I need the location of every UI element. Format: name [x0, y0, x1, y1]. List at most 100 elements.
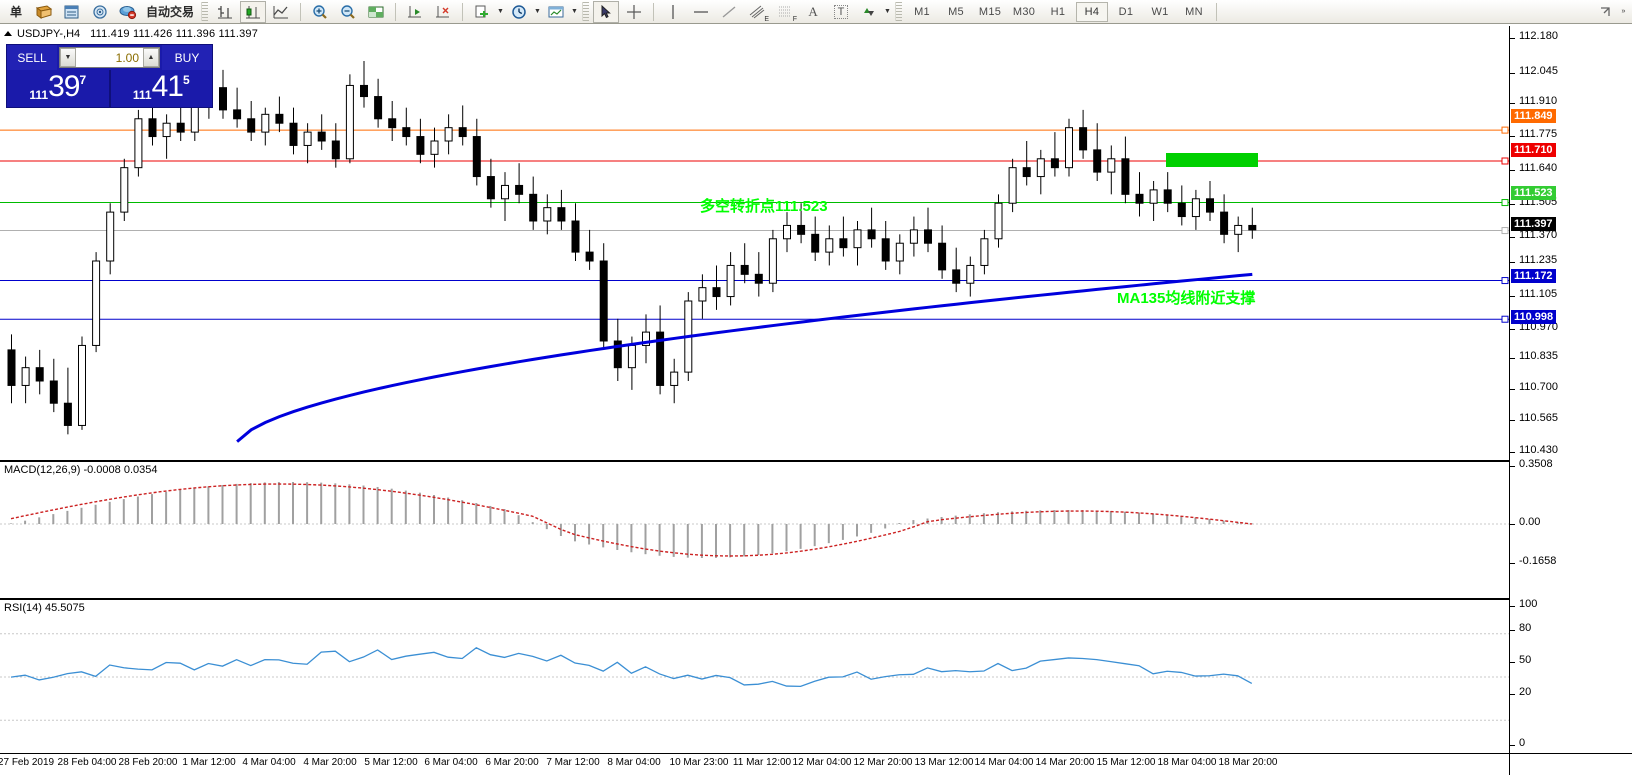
timeframe-d1[interactable]: D1: [1110, 2, 1142, 22]
toolbar-divider: [300, 2, 302, 21]
time-tick: 5 Mar 12:00: [364, 757, 418, 768]
sell-price[interactable]: 111 39 7: [7, 70, 111, 107]
rsi-canvas: [0, 633, 1509, 721]
timeframe-h1[interactable]: H1: [1042, 2, 1074, 22]
price-chart-pane[interactable]: [0, 41, 1509, 461]
volume-increase-icon[interactable]: ▲: [143, 48, 159, 67]
data-window-icon[interactable]: [59, 1, 85, 23]
sell-button[interactable]: SELL: [7, 45, 57, 70]
timeframe-m30-label: M30: [1012, 5, 1036, 18]
sell-price-pip: 7: [79, 73, 87, 87]
timeframe-h4[interactable]: H4: [1076, 1, 1109, 22]
auto-scroll-icon[interactable]: [430, 1, 456, 23]
time-tick: 13 Mar 12:00: [914, 757, 974, 768]
zoom-out-icon[interactable]: [335, 1, 361, 23]
fibonacci-icon[interactable]: F: [772, 1, 798, 23]
navigator-icon[interactable]: [87, 1, 113, 23]
arrows-icon[interactable]: [856, 1, 882, 23]
turning-point-annotation: 多空转折点111.523: [700, 198, 828, 215]
autotrade-label: 自动交易: [146, 5, 195, 19]
new-chart-icon[interactable]: [469, 1, 495, 23]
rsi-pane[interactable]: [0, 601, 1509, 753]
arrows-dropdown-icon[interactable]: ▼: [884, 8, 891, 15]
templates-icon[interactable]: [543, 1, 569, 23]
text-label-icon[interactable]: T: [828, 1, 854, 23]
price-level-label[interactable]: 111.523: [1511, 186, 1556, 200]
timeframe-m15-label: M15: [978, 5, 1002, 18]
label-tool-label: T: [833, 4, 849, 19]
trend-up-icon: [4, 31, 12, 36]
buy-price-main: 41: [151, 70, 184, 103]
toolbar-divider-2: [395, 2, 397, 21]
timeframe-w1[interactable]: W1: [1144, 2, 1176, 22]
chart-ohlc-values: 111.419 111.426 111.396 111.397: [90, 27, 259, 40]
terminal-icon[interactable]: [31, 1, 57, 23]
time-tick: 4 Mar 04:00: [242, 757, 296, 768]
timeframe-mn-label: MN: [1185, 5, 1203, 18]
timeframe-mn[interactable]: MN: [1178, 2, 1210, 22]
buy-price-prefix: 111: [132, 88, 152, 102]
time-tick: 6 Mar 04:00: [424, 757, 478, 768]
timeframe-m5-label: M5: [948, 5, 964, 18]
price-level-label[interactable]: 111.710: [1511, 143, 1556, 157]
trendline-icon[interactable]: [716, 1, 742, 23]
cursor-icon[interactable]: [593, 0, 620, 23]
timeframe-m30[interactable]: M30: [1008, 2, 1040, 22]
new-chart-dropdown-icon[interactable]: ▼: [497, 8, 504, 15]
templates-dropdown-icon[interactable]: ▼: [571, 8, 578, 15]
trade-panel-controls: SELL ▼ 1.00 ▲ BUY: [7, 45, 212, 70]
volume-dropdown-icon[interactable]: ▼: [60, 48, 76, 67]
new-order-label: 单: [9, 5, 22, 19]
period-clock-icon[interactable]: [506, 1, 532, 23]
rsi-indicator-label: RSI(14) 45.5075: [4, 602, 85, 614]
pane-separator-macd[interactable]: [0, 460, 1632, 462]
buy-button[interactable]: BUY: [162, 45, 212, 70]
candlestick-chart-icon[interactable]: [240, 0, 267, 23]
zoom-in-icon[interactable]: [307, 1, 333, 23]
sell-price-main: 39: [48, 70, 80, 103]
expand-toolbar-icon[interactable]: [1592, 1, 1618, 23]
price-axis[interactable]: 112.180 112.045 111.910 111.775 111.640 111.5…: [1509, 26, 1632, 753]
timeframe-w1-label: W1: [1151, 5, 1169, 18]
volume-field[interactable]: ▼ 1.00 ▲: [59, 47, 160, 68]
price-highlight-band: [1166, 153, 1258, 167]
autotrade-button[interactable]: 自动交易: [143, 1, 197, 23]
macd-pane[interactable]: [0, 463, 1509, 597]
buy-price[interactable]: 111 41 5: [111, 70, 213, 107]
axis-corner: [1509, 753, 1632, 775]
chart-shift-icon[interactable]: [402, 1, 428, 23]
equidistant-channel-icon[interactable]: E: [744, 1, 770, 23]
crosshair-icon[interactable]: [621, 1, 647, 23]
timeframe-m1[interactable]: M1: [906, 2, 938, 22]
market-watch-icon[interactable]: [115, 1, 141, 23]
toolbar-separator-2: [582, 2, 590, 21]
time-tick: 18 Mar 04:00: [1157, 757, 1217, 768]
line-chart-icon[interactable]: [268, 1, 294, 23]
price-level-label[interactable]: 111.172: [1511, 269, 1556, 283]
buy-price-pip: 5: [182, 73, 190, 87]
data-grid-icon[interactable]: [363, 1, 389, 23]
price-level-label[interactable]: 111.397: [1511, 217, 1556, 231]
sell-price-prefix: 111: [29, 88, 49, 102]
bar-chart-icon[interactable]: [212, 1, 238, 23]
horizontal-line-icon[interactable]: [688, 1, 714, 23]
text-icon[interactable]: A: [800, 1, 826, 23]
toolbar-overflow-icon[interactable]: »: [1621, 8, 1626, 15]
vertical-line-icon[interactable]: [660, 1, 686, 23]
toolbar-separator: [201, 2, 209, 21]
timeframe-d1-label: D1: [1118, 5, 1134, 18]
timeframe-m5[interactable]: M5: [940, 2, 972, 22]
price-level-label[interactable]: 111.849: [1511, 109, 1556, 123]
equidistant-channel-badge: E: [764, 15, 770, 23]
timeframe-m15[interactable]: M15: [974, 2, 1006, 22]
time-tick: 4 Mar 20:00: [303, 757, 357, 768]
pane-separator-rsi[interactable]: [0, 598, 1632, 600]
period-dropdown-icon[interactable]: ▼: [534, 8, 541, 15]
new-order-icon[interactable]: 单: [3, 1, 29, 23]
trade-panel[interactable]: SELL ▼ 1.00 ▲ BUY 111 39 7 111 41 5: [6, 44, 213, 108]
time-axis[interactable]: 27 Feb 2019 28 Feb 04:00 28 Feb 20:00 1 Mar…: [0, 753, 1509, 775]
trade-panel-prices: 111 39 7 111 41 5: [7, 70, 212, 107]
price-level-label[interactable]: 110.998: [1511, 310, 1557, 324]
time-tick: 12 Mar 04:00: [792, 757, 852, 768]
toolbar-divider-5: [1216, 2, 1218, 21]
